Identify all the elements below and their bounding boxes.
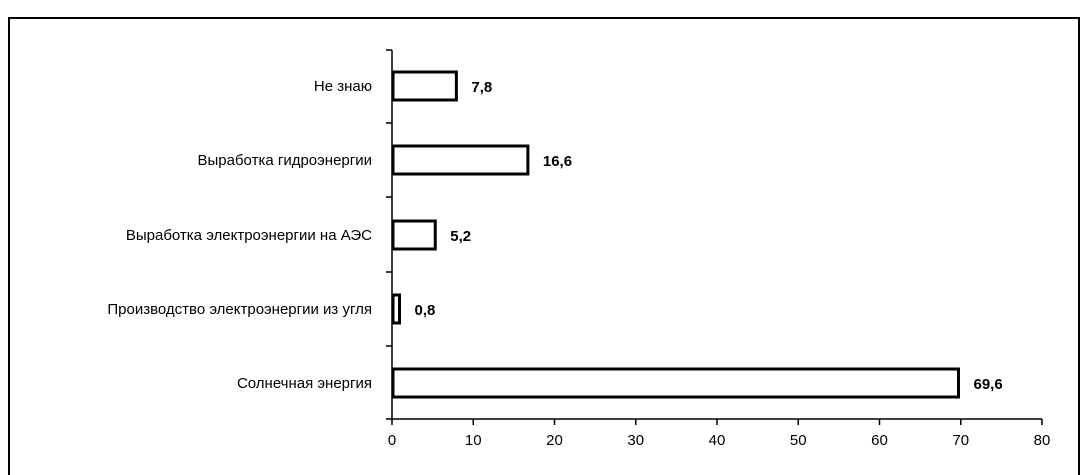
category-label: Солнечная энергия (237, 375, 372, 392)
x-tick-label: 20 (546, 432, 563, 449)
data-label: 16,6 (543, 153, 572, 170)
x-tick-label: 10 (465, 432, 482, 449)
x-tick-label: 80 (1034, 432, 1051, 449)
bar (391, 367, 960, 399)
category-label: Не знаю (314, 78, 372, 95)
category-label: Производство электроэнергии из угля (107, 301, 372, 318)
x-tick-label: 70 (952, 432, 969, 449)
bar (391, 144, 530, 176)
bar (391, 219, 437, 251)
bar (391, 293, 401, 325)
data-label: 7,8 (471, 79, 492, 96)
data-label: 0,8 (415, 302, 436, 319)
x-tick-label: 30 (627, 432, 644, 449)
bar (391, 70, 458, 102)
data-label: 5,2 (450, 228, 471, 245)
x-tick-label: 50 (790, 432, 807, 449)
category-label: Выработка гидроэнергии (198, 152, 373, 169)
chart-frame (8, 17, 1080, 475)
category-label: Выработка электроэнергии на АЭС (126, 227, 372, 244)
x-tick-label: 0 (388, 432, 396, 449)
x-tick-label: 60 (871, 432, 888, 449)
data-label: 69,6 (974, 376, 1003, 393)
x-tick-label: 40 (709, 432, 726, 449)
